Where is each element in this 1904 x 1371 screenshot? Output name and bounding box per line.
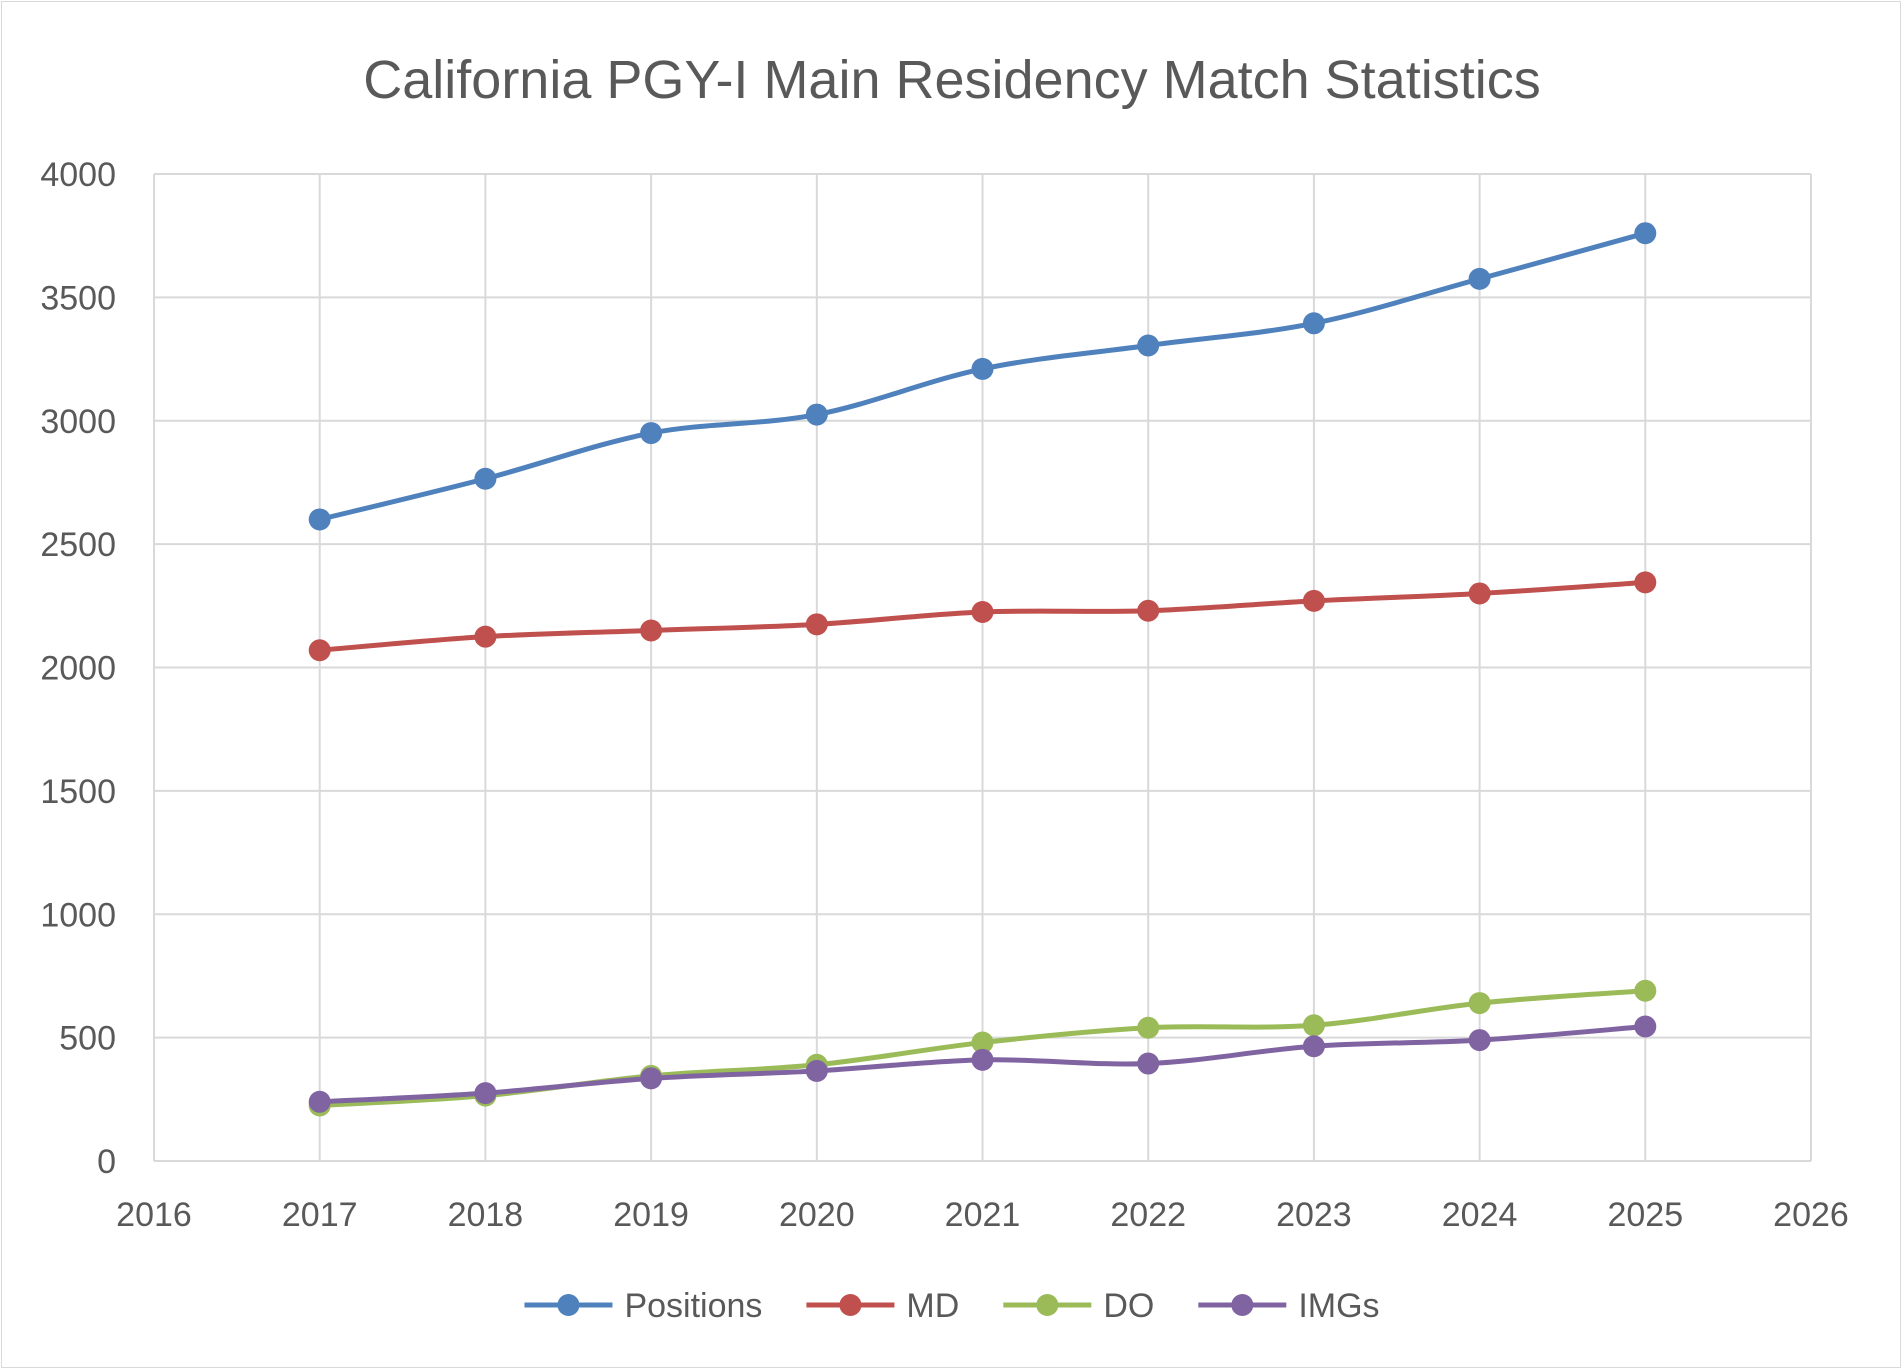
x-tick-label: 2024 (1442, 1196, 1518, 1234)
legend-item-do: DO (1003, 1287, 1154, 1325)
data-point-do (1634, 979, 1657, 1002)
data-point-positions (1468, 267, 1491, 290)
series-imgs (308, 1015, 1657, 1113)
data-point-imgs (1137, 1052, 1160, 1075)
data-point-do (1137, 1016, 1160, 1039)
y-tick-label: 3000 (40, 403, 116, 441)
y-axis-tick-labels: 0 500 1000 1500 2000 2500 3000 3500 4000 (40, 156, 116, 1181)
y-tick-label: 2500 (40, 526, 116, 564)
y-tick-label: 1500 (40, 773, 116, 811)
x-tick-label: 2020 (779, 1196, 855, 1234)
data-point-imgs (640, 1067, 663, 1090)
data-point-positions (971, 357, 994, 380)
data-point-positions (805, 403, 828, 426)
data-point-md (640, 619, 663, 642)
legend-item-imgs: IMGs (1198, 1287, 1380, 1325)
legend-swatch-marker (839, 1294, 862, 1316)
x-tick-label: 2016 (116, 1196, 192, 1234)
data-point-md (1302, 589, 1325, 612)
x-tick-label: 2026 (1773, 1196, 1849, 1234)
legend-label: DO (1103, 1287, 1154, 1325)
data-point-positions (1302, 312, 1325, 335)
series-positions (308, 222, 1657, 531)
data-point-imgs (1468, 1029, 1491, 1052)
x-tick-label: 2017 (282, 1196, 358, 1234)
data-point-positions (1634, 222, 1657, 245)
data-point-imgs (308, 1090, 331, 1113)
data-point-md (1634, 571, 1657, 594)
data-point-positions (474, 467, 497, 490)
data-point-md (308, 639, 331, 662)
legend-swatch-marker (1036, 1294, 1059, 1316)
data-point-imgs (971, 1048, 994, 1071)
x-tick-label: 2023 (1276, 1196, 1352, 1234)
y-tick-label: 3500 (40, 279, 116, 317)
x-axis-tick-labels: 2016 2017 2018 2019 2020 2021 2022 2023 2024 2025… (116, 1196, 1849, 1234)
legend-label: IMGs (1298, 1287, 1379, 1325)
y-tick-label: 500 (59, 1020, 116, 1058)
data-point-md (1468, 582, 1491, 605)
series-layer (308, 222, 1657, 1117)
data-point-positions (640, 422, 663, 445)
y-tick-label: 2000 (40, 650, 116, 688)
data-point-imgs (805, 1059, 828, 1082)
data-point-imgs (1302, 1035, 1325, 1058)
data-point-do (1468, 992, 1491, 1015)
x-tick-label: 2022 (1110, 1196, 1186, 1234)
y-tick-label: 0 (97, 1143, 116, 1181)
data-point-md (805, 613, 828, 636)
legend-item-positions: Positions (524, 1287, 762, 1325)
x-tick-label: 2021 (945, 1196, 1021, 1234)
chart-title: California PGY-I Main Residency Match St… (363, 50, 1540, 110)
legend-swatch-marker (557, 1294, 580, 1316)
legend-item-md: MD (806, 1287, 959, 1325)
data-point-md (971, 600, 994, 623)
data-point-md (474, 625, 497, 648)
data-point-md (1137, 599, 1160, 622)
legend-label: Positions (624, 1287, 762, 1325)
data-point-positions (1137, 334, 1160, 357)
data-point-positions (308, 508, 331, 531)
data-point-do (971, 1031, 994, 1054)
data-point-do (1302, 1014, 1325, 1037)
y-tick-label: 1000 (40, 896, 116, 934)
legend-label: MD (906, 1287, 959, 1325)
series-md (308, 571, 1657, 662)
x-tick-label: 2018 (448, 1196, 524, 1234)
data-point-imgs (1634, 1015, 1657, 1038)
y-tick-label: 4000 (40, 156, 116, 194)
legend-swatch-marker (1231, 1294, 1254, 1316)
data-point-imgs (474, 1082, 497, 1105)
legend: Positions MD DO IMGs (524, 1287, 1380, 1325)
x-tick-label: 2025 (1607, 1196, 1683, 1234)
x-tick-label: 2019 (613, 1196, 689, 1234)
grid-lines (153, 173, 1812, 1162)
